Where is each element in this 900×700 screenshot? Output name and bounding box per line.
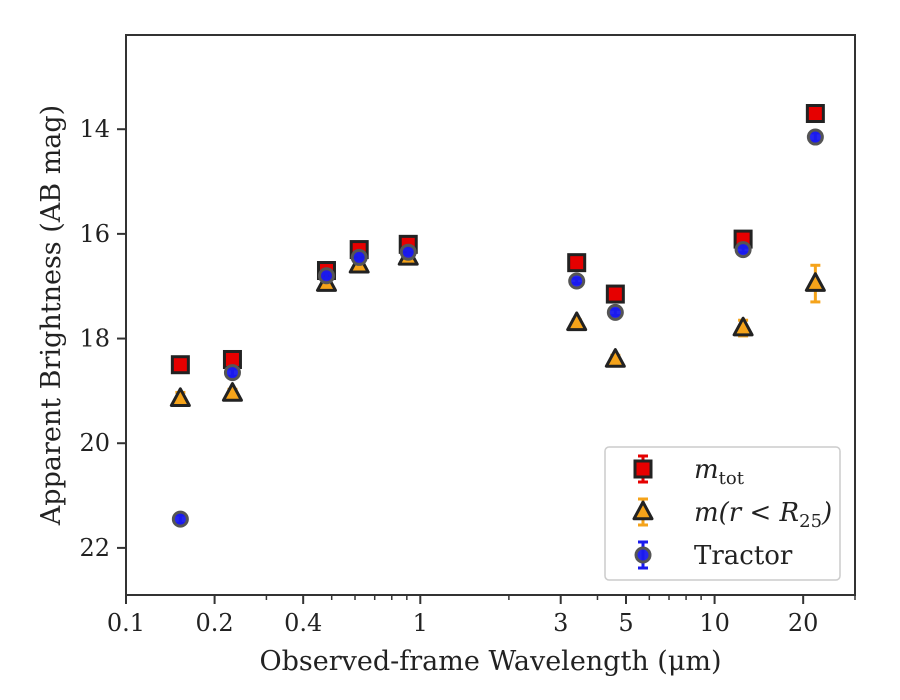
circle-point (806, 128, 824, 146)
x-tick-label: 0.4 (284, 609, 322, 637)
plot-frame (125, 34, 856, 596)
legend-circle-marker (634, 546, 652, 564)
circle-point (223, 364, 241, 382)
x-tick-label: 1 (413, 609, 428, 637)
x-tick-label: 3 (553, 609, 568, 637)
x-axis-label: Observed-frame Wavelength (μm) (259, 646, 721, 677)
circle-point (350, 248, 368, 266)
square-point (170, 355, 190, 375)
legend: mtot m(r < R25) Tractor (604, 446, 841, 581)
circle-point (317, 267, 335, 285)
y-axis-label: Apparent Brightness (AB mag) (36, 105, 67, 526)
circle-point (399, 243, 417, 261)
circle-point (734, 241, 752, 259)
legend-label: mtot (694, 455, 745, 489)
triangle-point (169, 387, 191, 407)
legend-triangle-marker (632, 500, 654, 521)
series-circle (171, 128, 824, 528)
x-tick-label: 0.2 (196, 609, 234, 637)
legend-label: Tractor (694, 541, 793, 571)
x-tick-label: 20 (788, 609, 819, 637)
legend-box (604, 446, 841, 581)
x-tick-label: 0.1 (107, 609, 145, 637)
y-tick-label: 14 (79, 115, 110, 143)
triangle-point (566, 311, 588, 332)
legend-square-marker (633, 459, 653, 479)
circle-point (171, 510, 189, 528)
y-tick-label: 18 (79, 325, 110, 353)
square-point (567, 253, 587, 273)
x-tick-label: 5 (618, 609, 633, 637)
square-point (605, 284, 625, 304)
y-tick-label: 20 (79, 429, 110, 457)
triangle-point (804, 272, 826, 292)
square-point (805, 104, 825, 124)
axis-ticks: 0.1 0.2 0.4 1 3 5 10 20 14 16 18 20 22 (79, 115, 856, 637)
triangle-point (732, 316, 754, 337)
triangle-point (604, 348, 626, 368)
y-tick-label: 22 (79, 534, 110, 562)
y-tick-label: 16 (79, 220, 110, 248)
legend-label: m(r < R25) (694, 498, 832, 532)
circle-point (568, 272, 586, 290)
series-square (170, 104, 825, 375)
circle-point (606, 303, 624, 321)
x-tick-label: 10 (699, 609, 730, 637)
triangle-point (221, 382, 243, 402)
plot-marks (169, 104, 826, 528)
